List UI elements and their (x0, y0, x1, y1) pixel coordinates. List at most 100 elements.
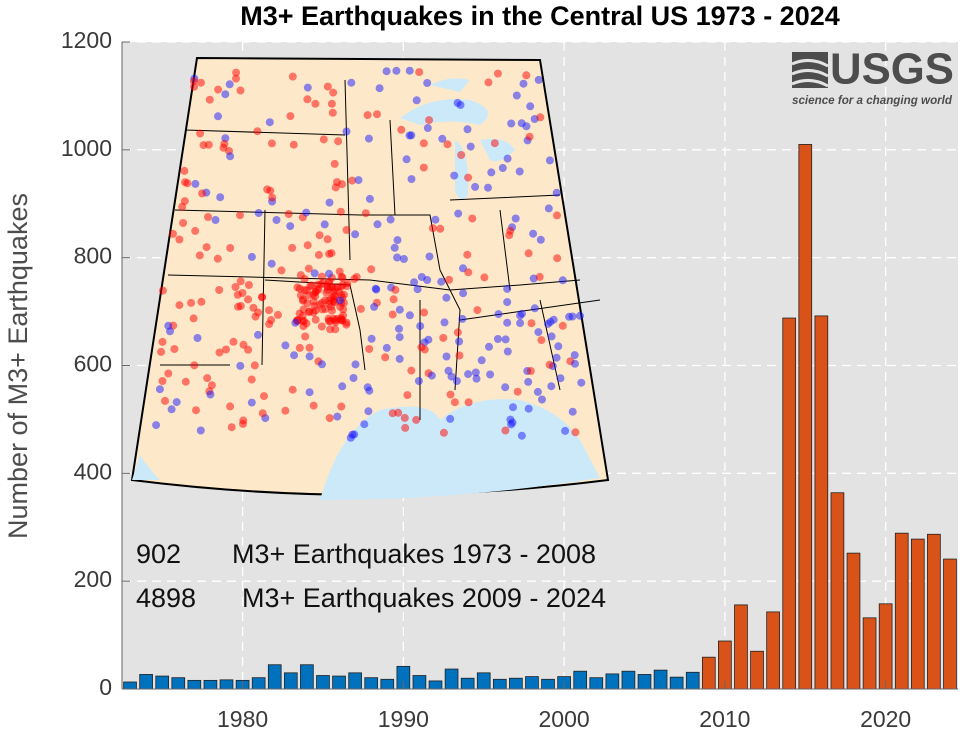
quake-dot (493, 335, 502, 343)
quake-dot (311, 315, 320, 324)
quake-dot (382, 343, 391, 352)
lake-north (430, 78, 470, 92)
quake-dot (158, 337, 167, 346)
quake-dot (197, 78, 205, 87)
quake-dot (395, 305, 404, 314)
quake-dot (388, 310, 397, 319)
quake-dot (364, 407, 373, 416)
bar (525, 676, 539, 690)
quake-dot (464, 268, 473, 277)
quake-dot (180, 166, 189, 175)
quake-dot (485, 342, 493, 351)
bar (541, 678, 555, 690)
quake-dot (178, 202, 187, 211)
quake-dot (161, 396, 169, 405)
quake-dot (296, 271, 305, 280)
quake-dot (272, 216, 281, 224)
quake-dot (577, 378, 586, 387)
quake-dot (227, 423, 236, 432)
y-tick-label: 600 (74, 351, 112, 377)
quake-dot (402, 155, 411, 164)
quake-dot (305, 388, 314, 397)
quake-dot (416, 322, 425, 331)
gulf-water (320, 399, 600, 500)
quake-dot (450, 171, 459, 180)
bar (251, 677, 266, 690)
quake-dot (459, 289, 468, 298)
quake-dot (425, 116, 434, 125)
quake-dot (544, 204, 553, 213)
quake-dot (415, 68, 424, 77)
quake-dot (446, 414, 455, 423)
quake-dot (393, 253, 402, 262)
quake-dot (348, 430, 357, 439)
quake-dot (463, 125, 472, 134)
quake-dot (455, 351, 464, 360)
quake-dot (549, 315, 558, 324)
quake-dot (464, 173, 473, 182)
quake-dot (486, 370, 495, 379)
quake-dot (318, 360, 326, 369)
bar (509, 677, 523, 690)
usgs-logo: USGS science for a changing world (791, 45, 954, 107)
quake-dot (365, 345, 374, 353)
annotation-text: M3+ Earthquakes 2009 - 2024 (242, 583, 606, 613)
quake-dot (315, 231, 324, 240)
quake-dot (323, 286, 332, 294)
x-tick-label: 2000 (539, 706, 590, 732)
quake-dot (454, 209, 463, 218)
quake-dot (524, 404, 533, 413)
quake-dot (552, 188, 561, 197)
quake-dot (277, 266, 286, 275)
quake-dot (471, 182, 480, 191)
quake-dot (172, 398, 181, 407)
quake-dot (267, 139, 276, 148)
quake-dot (155, 385, 164, 394)
quake-dot (515, 167, 524, 176)
quake-dot (468, 214, 477, 223)
quake-dot (360, 420, 369, 429)
quake-dot (437, 277, 446, 286)
quake-dot (457, 151, 466, 159)
quake-dot (363, 111, 372, 120)
annotation-text: M3+ Earthquakes 1973 - 2008 (232, 539, 596, 569)
quake-dot (513, 387, 522, 396)
quake-dot (484, 183, 492, 192)
bar (894, 532, 909, 690)
quake-dot (400, 413, 409, 422)
quake-dot (407, 131, 416, 140)
quake-dot (364, 134, 373, 143)
quake-dot (327, 99, 336, 108)
quake-dot (389, 295, 398, 304)
logo-text: USGS (830, 45, 954, 94)
quake-dot (455, 337, 464, 346)
quake-dot (231, 283, 240, 291)
bar (412, 675, 427, 690)
quake-dot (236, 211, 244, 220)
quake-dot (447, 372, 456, 381)
x-tick-label: 2010 (699, 706, 750, 732)
quake-dot (258, 293, 267, 301)
quake-dot (350, 274, 359, 283)
bar (766, 611, 780, 690)
quake-dot (519, 79, 528, 88)
quake-dot (349, 374, 358, 382)
quake-dot (399, 255, 408, 263)
x-tick-label: 2020 (860, 706, 911, 732)
quake-dot (328, 306, 336, 315)
quake-dot (225, 80, 234, 89)
quake-dot (196, 129, 205, 138)
quake-dot (397, 125, 406, 134)
quake-dot (464, 370, 473, 379)
quake-dot (553, 254, 562, 263)
quake-dot (503, 298, 512, 307)
quake-dot (265, 306, 273, 315)
bar (782, 317, 797, 690)
quake-dot (236, 302, 245, 310)
quake-dot (310, 269, 319, 278)
quake-dot (526, 367, 535, 375)
quake-dot (370, 302, 379, 311)
quake-dot (554, 342, 563, 351)
quake-dot (236, 86, 245, 95)
